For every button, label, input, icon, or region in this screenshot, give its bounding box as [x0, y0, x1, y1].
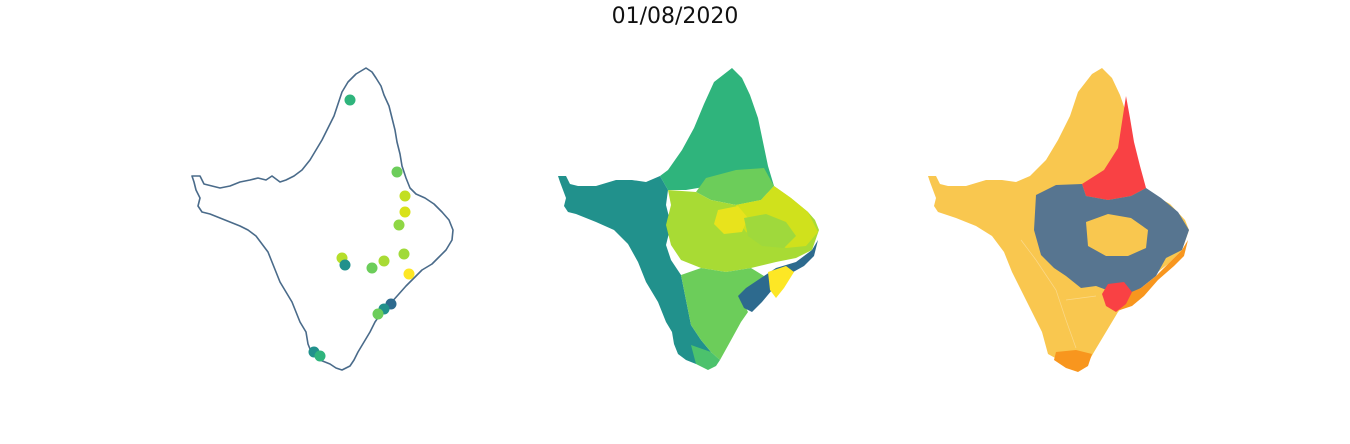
- point: [398, 248, 410, 260]
- point: [366, 262, 378, 274]
- point: [399, 190, 411, 202]
- point: [403, 268, 415, 280]
- region-north: [660, 68, 774, 190]
- data-points: [308, 94, 415, 362]
- region-yellow: [714, 206, 748, 234]
- region-mid-lime: [744, 214, 796, 248]
- point: [378, 255, 390, 267]
- point: [391, 166, 403, 178]
- region-coast-yellow: [768, 266, 794, 298]
- point: [399, 206, 411, 218]
- state-outline: [191, 67, 454, 371]
- point: [372, 308, 384, 320]
- point: [393, 219, 405, 231]
- point: [339, 259, 351, 271]
- point: [344, 94, 356, 106]
- internal-borders: [1020, 239, 1097, 349]
- region-south-orange: [1054, 350, 1092, 372]
- region-south-red: [1102, 282, 1132, 312]
- figure-title: 01/08/2020: [611, 4, 739, 29]
- region-inner-yellow: [1086, 214, 1148, 256]
- region-north-red: [1082, 96, 1146, 200]
- region-west: [558, 176, 711, 364]
- point: [314, 350, 326, 362]
- region-central-north: [696, 168, 774, 205]
- region-south-tip: [691, 345, 720, 370]
